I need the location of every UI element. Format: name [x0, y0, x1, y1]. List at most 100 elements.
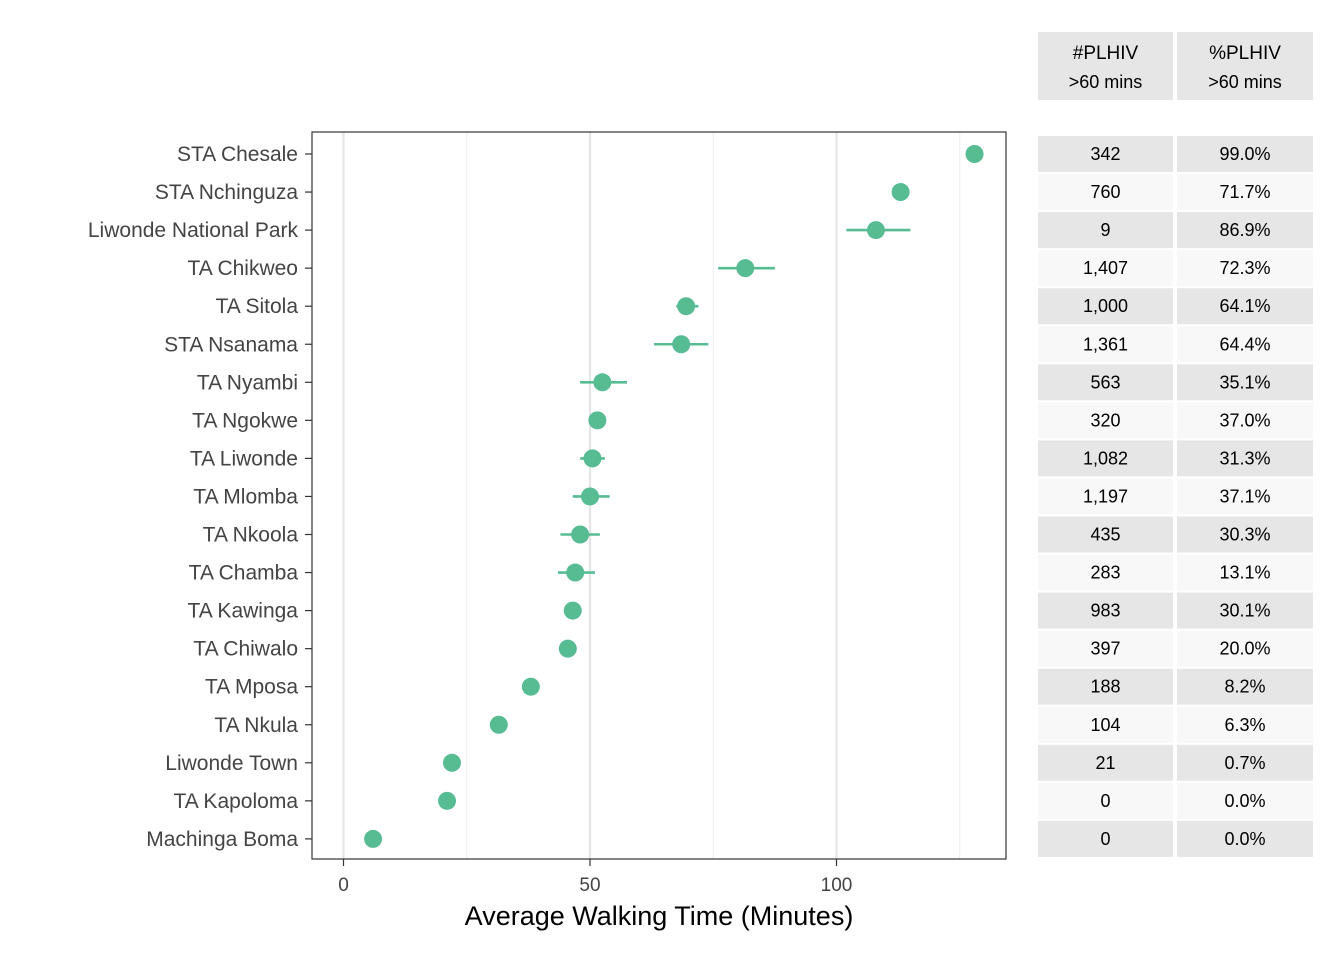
y-category-label: TA Mlomba: [193, 485, 298, 508]
data-point: [442, 753, 461, 772]
table-cell: [1177, 744, 1313, 781]
table-cell: [1177, 554, 1313, 591]
y-category-label: TA Nkula: [214, 714, 298, 737]
table-cell: [1177, 592, 1313, 629]
plhiv-percent: 13.1%: [1219, 563, 1270, 583]
y-category-label: Liwonde Town: [165, 752, 298, 775]
x-tick-label: 100: [821, 875, 853, 896]
table-cell: [1038, 136, 1173, 172]
plhiv-percent: 71.7%: [1219, 182, 1270, 202]
plhiv-percent: 30.1%: [1219, 601, 1270, 621]
y-category-label: STA Nsanama: [164, 333, 298, 356]
data-point: [588, 411, 607, 430]
plhiv-count: 283: [1090, 563, 1120, 583]
plhiv-percent: 99.0%: [1219, 144, 1270, 164]
plhiv-percent: 0.7%: [1224, 753, 1265, 773]
plhiv-percent: 30.3%: [1219, 525, 1270, 545]
x-axis-title: Average Walking Time (Minutes): [465, 901, 854, 931]
y-category-label: TA Chamba: [189, 562, 299, 585]
plhiv-count: 0: [1100, 829, 1110, 849]
y-category-label: TA Chiwalo: [193, 638, 298, 661]
table-cell: [1038, 288, 1173, 325]
plhiv-percent: 0.0%: [1224, 829, 1265, 849]
table-cell: [1177, 402, 1313, 439]
plhiv-count: 21: [1095, 753, 1115, 773]
y-category-label: TA Kawinga: [187, 600, 298, 623]
table-header-subtitle: >60 mins: [1069, 72, 1143, 92]
plhiv-percent: 37.1%: [1219, 486, 1270, 506]
plhiv-count: 0: [1100, 791, 1110, 811]
table-cell: [1177, 288, 1313, 325]
plhiv-count: 342: [1090, 144, 1120, 164]
table-cell: [1177, 516, 1313, 553]
plhiv-count: 104: [1090, 715, 1120, 735]
data-point: [558, 639, 577, 658]
y-axis-labels: STA Chesale STA Nchinguza Liwonde National…: [88, 143, 312, 851]
table-cell: [1177, 820, 1313, 857]
data-point: [672, 335, 691, 354]
data-point: [566, 563, 585, 582]
y-category-label: TA Liwonde: [190, 447, 298, 470]
y-category-label: TA Mposa: [205, 676, 298, 699]
plhiv-percent: 20.0%: [1219, 639, 1270, 659]
plhiv-percent: 72.3%: [1219, 258, 1270, 278]
y-category-label: STA Nchinguza: [155, 181, 299, 204]
plhiv-count: 435: [1090, 525, 1120, 545]
data-point: [866, 221, 885, 240]
table-cell: [1038, 326, 1173, 363]
table-cell: [1177, 706, 1313, 743]
plot-panel: [312, 132, 1006, 859]
table-cell: [1038, 212, 1173, 249]
table-cell: [1038, 782, 1173, 819]
data-point: [438, 791, 457, 810]
data-point: [489, 715, 508, 734]
y-category-label: TA Sitola: [216, 295, 299, 318]
data-point: [677, 297, 696, 316]
plhiv-count: 1,361: [1083, 334, 1128, 354]
y-category-label: TA Nkoola: [203, 524, 299, 547]
data-point: [364, 829, 383, 848]
table-cell: [1038, 250, 1173, 287]
grid-layer: [312, 132, 1006, 859]
data-point: [571, 525, 590, 544]
table-cell: [1038, 706, 1173, 743]
table-cell: [1038, 478, 1173, 515]
plhiv-count: 760: [1090, 182, 1120, 202]
table-header-title: %PLHIV: [1209, 43, 1281, 64]
plhiv-count: 397: [1090, 639, 1120, 659]
plhiv-percent: 64.1%: [1219, 296, 1270, 316]
table-cell: [1038, 516, 1173, 553]
plhiv-percent: 35.1%: [1219, 372, 1270, 392]
x-tick-label: 0: [338, 875, 349, 896]
table-cell: [1177, 326, 1313, 363]
plhiv-count: 9: [1100, 220, 1110, 240]
plhiv-count: 320: [1090, 410, 1120, 430]
table-header-subtitle: >60 mins: [1208, 72, 1282, 92]
table-header-cell: [1038, 32, 1173, 100]
table-header-cell: [1177, 32, 1313, 100]
y-category-label: TA Nyambi: [197, 371, 298, 394]
table-cell: [1038, 174, 1173, 211]
table-cell: [1177, 364, 1313, 401]
plhiv-count: 1,197: [1083, 486, 1128, 506]
data-point: [583, 449, 602, 468]
x-tick-label: 50: [579, 875, 600, 896]
table-body: 342 99.0% 760 71.7% 9 86.9% 1,407 72.3% 1,000 64.…: [1038, 136, 1313, 857]
data-point: [965, 145, 984, 163]
table-cell: [1177, 440, 1313, 477]
plhiv-percent: 8.2%: [1224, 677, 1265, 697]
table-cell: [1177, 136, 1313, 172]
plhiv-count: 1,082: [1083, 448, 1128, 468]
y-category-label: TA Chikweo: [188, 257, 299, 280]
plhiv-percent: 37.0%: [1219, 410, 1270, 430]
plhiv-percent: 64.4%: [1219, 334, 1270, 354]
plhiv-count: 188: [1090, 677, 1120, 697]
plhiv-percent: 0.0%: [1224, 791, 1265, 811]
table-cell: [1177, 668, 1313, 705]
y-category-label: Liwonde National Park: [88, 219, 299, 242]
data-point: [563, 601, 582, 620]
data-point: [521, 677, 540, 696]
y-category-label: TA Ngokwe: [192, 409, 298, 432]
table-cell: [1038, 820, 1173, 857]
